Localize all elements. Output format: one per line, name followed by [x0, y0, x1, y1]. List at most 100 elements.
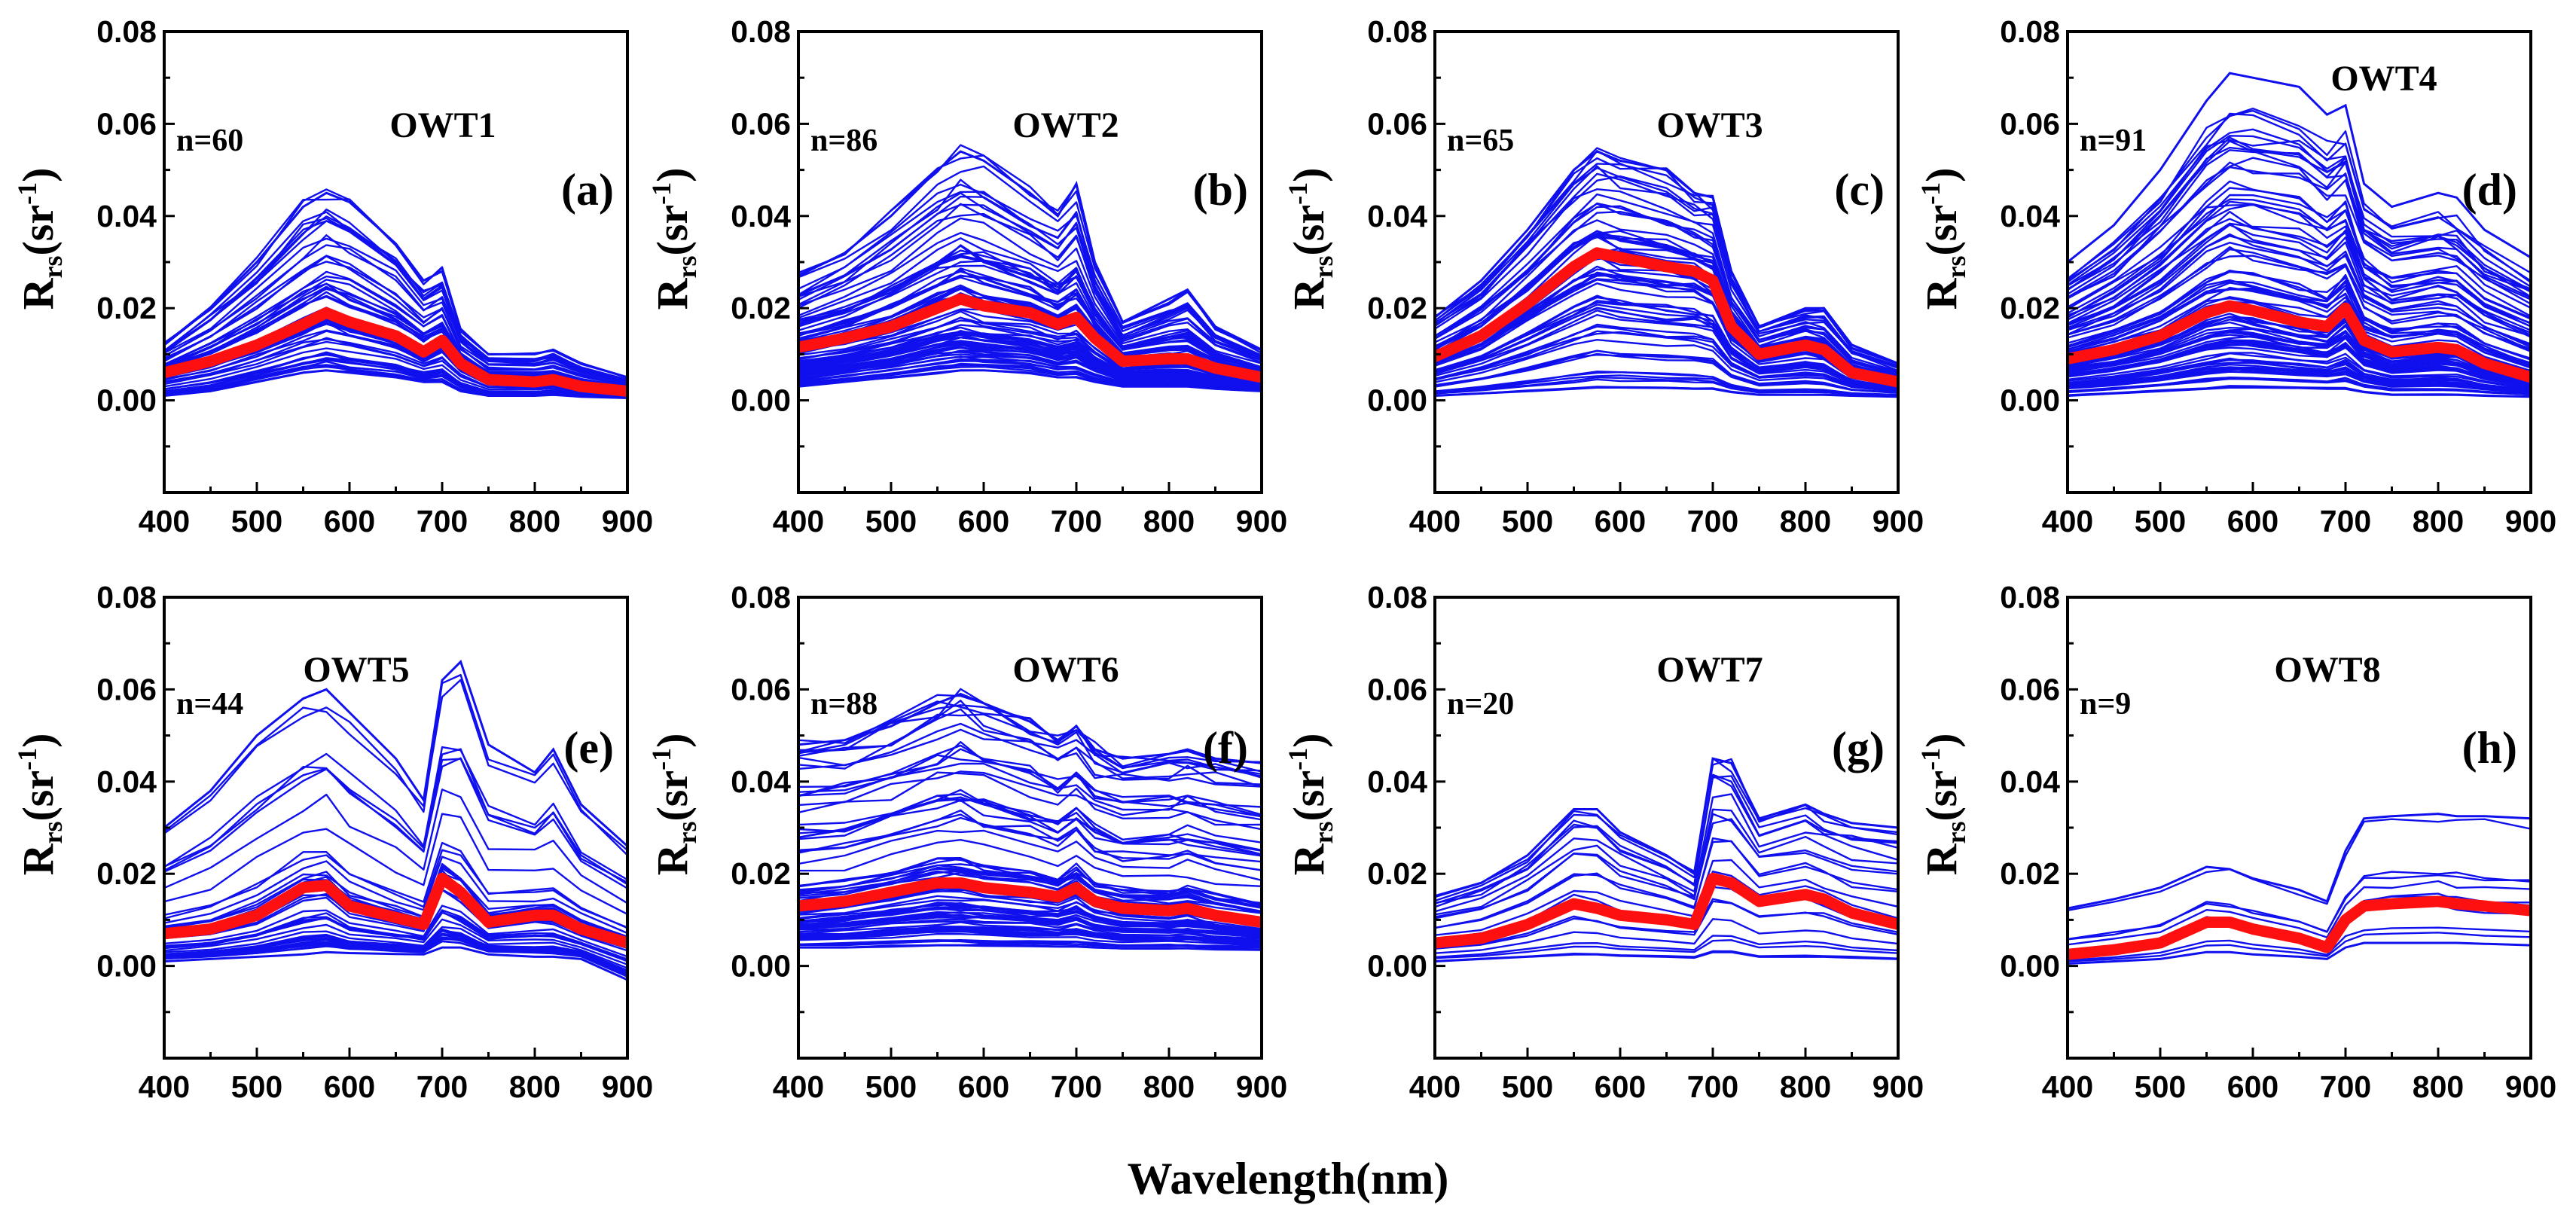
spectrum-line	[798, 932, 1262, 947]
x-tick-label: 900	[602, 1069, 653, 1104]
spectrum-line	[798, 331, 1262, 384]
panel-5: 0.00 0.02 0.04 0.06 0.08 400 500 600 700 800 900 Rr…	[12, 580, 653, 1104]
spectrum-line	[798, 927, 1262, 943]
spectrum-line	[164, 220, 627, 383]
panel-letter: (a)	[561, 165, 614, 215]
spectrum-line	[1435, 349, 1898, 394]
spectrum-line	[164, 358, 627, 398]
spectrum-line	[798, 920, 1262, 940]
spectrum-line	[1435, 757, 1898, 902]
x-tick-label: 500	[231, 1069, 282, 1104]
x-tick-label: 500	[2135, 504, 2186, 538]
panel-title: OWT3	[1656, 105, 1763, 145]
spectrum-line	[1435, 219, 1898, 377]
spectrum-line	[1435, 840, 1898, 929]
x-tick-label: 400	[139, 1069, 190, 1104]
spectrum-line	[2068, 270, 2531, 361]
spectrum-line	[2068, 932, 2531, 962]
y-tick-label: 0.00	[96, 383, 157, 418]
spectrum-line	[2068, 218, 2531, 331]
spectrum-line	[164, 211, 627, 381]
x-tick-label: 800	[2413, 504, 2464, 538]
sample-count-label: n=9	[2080, 687, 2131, 721]
spectrum-line	[798, 287, 1262, 376]
y-axis-label: Rrs(sr-1)	[12, 168, 68, 310]
spectrum-line	[2068, 361, 2531, 392]
max-spectrum-line	[164, 191, 627, 379]
spectrum-line	[2068, 146, 2531, 298]
spectrum-line	[1435, 837, 1898, 929]
spectrum-line	[164, 758, 627, 889]
spectrum-line	[2068, 358, 2531, 391]
y-tick-label: 0.02	[96, 291, 157, 325]
x-tick-label: 700	[2320, 504, 2371, 538]
x-tick-label: 500	[2135, 1069, 2186, 1104]
x-tick-label: 700	[417, 1069, 468, 1104]
x-tick-label: 700	[1687, 1069, 1738, 1104]
spectrum-line	[2068, 233, 2531, 345]
spectrum-line	[798, 858, 1262, 904]
spectrum-line	[798, 868, 1262, 913]
mean-spectrum-line	[1435, 872, 1898, 949]
common-x-axis-label: Wavelength(nm)	[1128, 1154, 1449, 1203]
spectrum-line	[798, 793, 1262, 852]
x-tick-label: 900	[2505, 504, 2556, 538]
min-spectrum-line	[798, 369, 1262, 392]
y-tick-label: 0.04	[2000, 764, 2060, 799]
panel-title: OWT4	[2330, 59, 2437, 99]
y-tick-label: 0.04	[731, 764, 791, 799]
y-tick-label: 0.06	[2000, 106, 2060, 141]
panel-6: 0.00 0.02 0.04 0.06 0.08 400 500 600 700 800 900 Rr…	[646, 580, 1287, 1104]
spectrum-line	[798, 251, 1262, 371]
panel-title: OWT1	[389, 105, 496, 145]
panel-3-curves	[1435, 147, 1898, 398]
spectrum-line	[2068, 242, 2531, 348]
panel-4-curves	[2068, 72, 2531, 398]
spectrum-line	[798, 916, 1262, 938]
panel-7: 0.00 0.02 0.04 0.06 0.08 400 500 600 700 800 900 Rr…	[1283, 580, 1924, 1104]
spectrum-line	[2068, 136, 2531, 290]
spectrum-line	[1435, 773, 1898, 904]
y-tick-label: 0.00	[2000, 949, 2060, 984]
x-tick-label: 500	[1502, 1069, 1553, 1104]
spectrum-line	[798, 212, 1262, 361]
x-tick-label: 900	[1872, 504, 1924, 538]
y-tick-label: 0.04	[731, 199, 791, 233]
mean-spectrum-line	[2068, 300, 2531, 383]
x-tick-label: 700	[1051, 504, 1102, 538]
spectrum-line	[1435, 282, 1898, 386]
x-tick-label: 800	[1780, 504, 1831, 538]
y-axis-label: Rrs(sr-1)	[1283, 734, 1338, 876]
spectrum-line	[798, 895, 1262, 931]
x-tick-label: 800	[2413, 1069, 2464, 1104]
x-tick-label: 600	[958, 1069, 1009, 1104]
spectrum-line	[798, 191, 1262, 356]
y-tick-label: 0.04	[1367, 199, 1427, 233]
spectrum-line	[798, 809, 1262, 863]
spectrum-line	[798, 921, 1262, 941]
panel-1-curves	[164, 188, 627, 399]
max-spectrum-line	[2068, 72, 2531, 264]
panel-letter: (g)	[1832, 723, 1885, 773]
spectrum-line	[2068, 926, 2531, 962]
min-spectrum-line	[1435, 386, 1898, 398]
y-tick-label: 0.02	[1367, 291, 1427, 325]
x-tick-label: 800	[1143, 1069, 1195, 1104]
spectrum-line	[164, 889, 627, 952]
spectrum-line	[164, 937, 627, 977]
spectrum-line	[1435, 371, 1898, 396]
spectrum-line	[2068, 818, 2531, 911]
spectrum-line	[1435, 900, 1898, 950]
x-tick-label: 400	[1409, 504, 1460, 538]
spectrum-line	[2068, 282, 2531, 368]
spectrum-line	[798, 232, 1262, 365]
spectrum-line	[164, 789, 627, 904]
y-tick-label: 0.04	[96, 764, 157, 799]
x-tick-label: 800	[1780, 1069, 1831, 1104]
spectrum-line	[2068, 112, 2531, 283]
y-tick-label: 0.00	[1367, 949, 1427, 984]
x-tick-label: 400	[773, 1069, 824, 1104]
y-tick-label: 0.06	[731, 106, 791, 141]
spectrum-line	[798, 360, 1262, 390]
